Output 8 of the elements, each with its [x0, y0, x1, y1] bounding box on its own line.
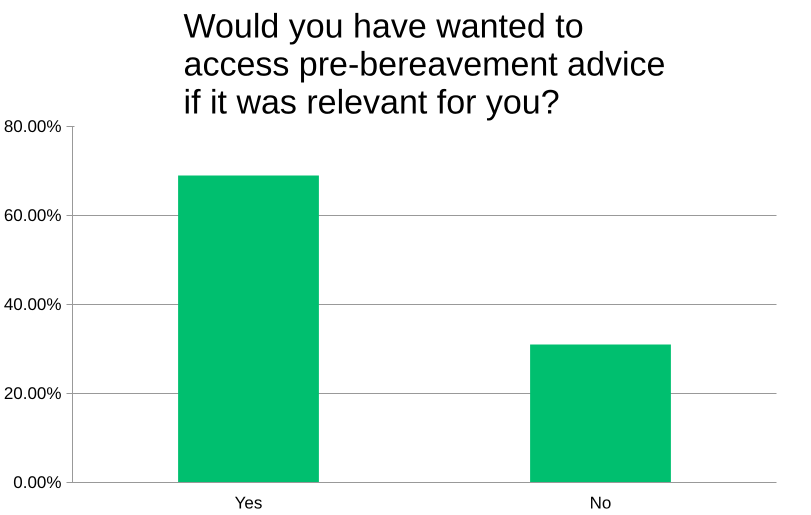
y-tick-label: 20.00% [4, 384, 62, 403]
y-tick-label: 0.00% [13, 473, 62, 492]
y-tick-label: 80.00% [4, 117, 62, 136]
chart-title: Would you have wanted to access pre-bereavement advice if it was relevant for you? [184, 8, 666, 122]
x-tick-label: No [590, 494, 612, 512]
y-tick-label: 60.00% [4, 206, 62, 225]
y-tick-label: 40.00% [4, 295, 62, 314]
x-tick-label: Yes [234, 494, 262, 512]
